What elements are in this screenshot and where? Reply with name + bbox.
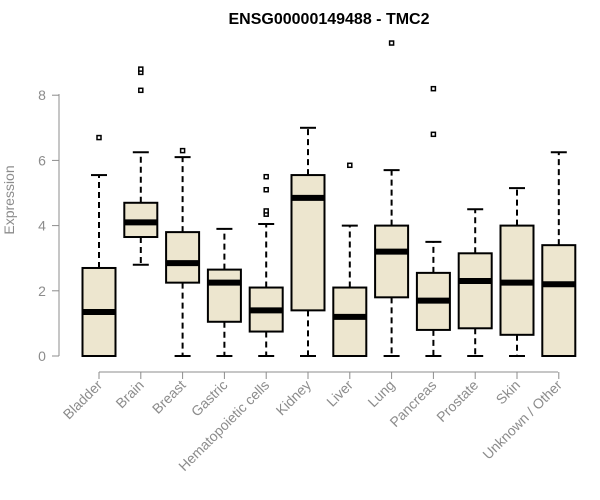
x-tick-label: Kidney bbox=[273, 377, 315, 419]
outlier-point bbox=[430, 85, 437, 92]
outlier-point bbox=[263, 173, 269, 180]
y-tick-label: 4 bbox=[38, 218, 46, 234]
box-group bbox=[332, 162, 368, 358]
y-tick-label: 6 bbox=[38, 152, 46, 168]
box-group bbox=[499, 187, 535, 357]
outlier-point bbox=[138, 87, 144, 94]
y-tick-label: 2 bbox=[38, 283, 46, 299]
box-group bbox=[415, 85, 451, 357]
outlier-point bbox=[96, 134, 102, 141]
box-group bbox=[81, 134, 117, 358]
outlier-point bbox=[263, 186, 269, 193]
y-axis-label: Expression bbox=[1, 165, 17, 234]
chart-title: ENSG00000149488 - TMC2 bbox=[229, 11, 430, 28]
box-iqr bbox=[332, 286, 368, 358]
x-tick-label: Unknown / Other bbox=[479, 377, 565, 463]
box-group bbox=[290, 126, 326, 357]
x-tick-label: Liver bbox=[323, 377, 356, 410]
boxes bbox=[81, 40, 577, 358]
outlier-point bbox=[388, 40, 395, 46]
box-iqr bbox=[457, 252, 493, 330]
box-group bbox=[541, 151, 577, 357]
outlier-point bbox=[430, 131, 437, 138]
box-group bbox=[457, 208, 493, 357]
outlier-point bbox=[179, 147, 186, 154]
x-tick-label: Brain bbox=[112, 377, 146, 411]
x-tick-label: Lung bbox=[364, 377, 397, 410]
box-iqr bbox=[165, 231, 201, 284]
x-tick-label: Prostate bbox=[433, 377, 481, 425]
outlier-point bbox=[347, 162, 353, 169]
x-tick-label: Skin bbox=[493, 377, 524, 408]
box-group bbox=[123, 66, 159, 266]
x-tick-label: Breast bbox=[149, 377, 189, 417]
box-group bbox=[165, 147, 201, 357]
x-tick-label: Bladder bbox=[60, 377, 106, 423]
y-tick-label: 0 bbox=[38, 348, 46, 364]
box-group bbox=[374, 40, 410, 357]
box-iqr bbox=[541, 244, 577, 357]
outlier-point bbox=[138, 66, 144, 72]
box-iqr bbox=[206, 268, 242, 323]
y-tick-label: 8 bbox=[38, 87, 46, 103]
box-group bbox=[206, 227, 242, 357]
box-iqr bbox=[374, 224, 410, 299]
outlier-point bbox=[263, 208, 269, 214]
y-ticks: 0 2 4 6 8 bbox=[38, 87, 59, 364]
box-group bbox=[248, 173, 284, 357]
